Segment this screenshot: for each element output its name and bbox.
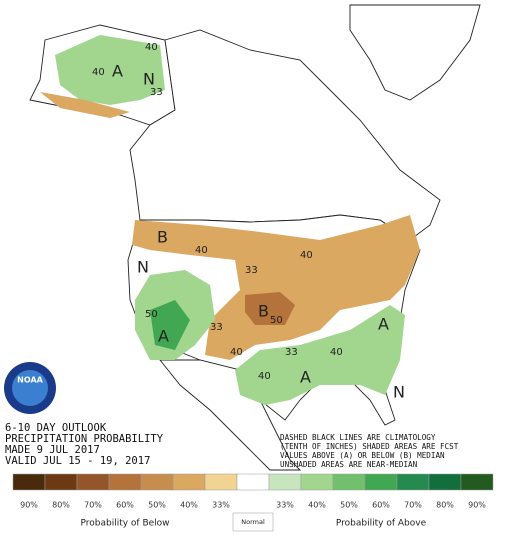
legend-swatch [172, 473, 206, 491]
legend-label: 33% [212, 501, 230, 510]
area-below [132, 215, 420, 360]
legend-label: 80% [436, 501, 454, 510]
map-label: A [158, 327, 169, 346]
legend-caption: Probability of Above [336, 519, 427, 529]
map-label: 40 [195, 245, 208, 256]
title-line: PRECIPITATION PROBABILITY [5, 433, 164, 445]
title-line: MADE 9 JUL 2017 [5, 444, 100, 456]
legend-label: 50% [148, 501, 166, 510]
map-label: 33 [245, 265, 258, 276]
logo-text: NOAA [17, 376, 43, 385]
logo-inner [12, 370, 48, 406]
map-label: N [393, 383, 405, 402]
map-label: N [137, 258, 149, 277]
note-line: DASHED BLACK LINES ARE CLIMATOLOGY [280, 433, 436, 442]
legend-swatch [396, 473, 430, 491]
legend-label: 60% [116, 501, 134, 510]
legend: 90% 80% 70% 60% 50% 40% 33% 33% 40% 50% 60% 70% 80% 9… [12, 473, 494, 532]
legend-label: 40% [308, 501, 326, 510]
map-label: 50 [270, 315, 283, 326]
map-labels: A N 40 40 33 B 40 40 33 N B 50 A 50 33 4… [92, 42, 405, 402]
map-label: A [112, 62, 123, 81]
note-line: UNSHADED AREAS ARE NEAR-MEDIAN [280, 460, 418, 469]
legend-swatch [332, 473, 366, 491]
legend-swatch [300, 473, 334, 491]
legend-label: 50% [340, 501, 358, 510]
forecast-areas [40, 35, 420, 405]
legend-swatch [268, 473, 302, 491]
legend-label: 40% [180, 501, 198, 510]
map-label: 40 [145, 42, 158, 53]
area-below-strong [245, 292, 295, 325]
legend-swatch [108, 473, 142, 491]
legend-label: 90% [468, 501, 486, 510]
map-label: 50 [145, 309, 158, 320]
legend-swatch [204, 473, 238, 491]
map-label: A [300, 368, 311, 387]
legend-swatch [460, 473, 494, 491]
note-line: VALUES ABOVE (A) OR BELOW (B) MEDIAN [280, 451, 445, 460]
legend-caption: Probability of Below [80, 519, 169, 529]
area-below [40, 92, 130, 118]
legend-swatch [428, 473, 462, 491]
legend-swatch [140, 473, 174, 491]
map-label: 40 [230, 347, 243, 358]
legend-swatch [12, 473, 46, 491]
legend-swatch [44, 473, 78, 491]
legend-caption: Normal [241, 518, 265, 526]
legend-swatch [364, 473, 398, 491]
map-label: B [157, 228, 168, 247]
legend-swatch [76, 473, 110, 491]
noaa-logo: NOAA [4, 362, 56, 414]
map-label: A [378, 315, 389, 334]
map-label: 33 [285, 347, 298, 358]
title-line: VALID JUL 15 - 19, 2017 [5, 455, 150, 467]
mexico [159, 359, 302, 471]
note-line: (TENTH OF INCHES) SHADED AREAS ARE FCST [280, 442, 459, 451]
map-label: N [143, 70, 155, 89]
area-above-strong [150, 300, 190, 350]
legend-label: 60% [372, 501, 390, 510]
legend-label: 33% [276, 501, 294, 510]
note-block: DASHED BLACK LINES ARE CLIMATOLOGY (TENT… [280, 433, 459, 469]
legend-label: 70% [84, 501, 102, 510]
normal-box [232, 512, 274, 532]
map-label: 40 [258, 371, 271, 382]
map-label: 33 [150, 87, 163, 98]
legend-label: 80% [52, 501, 70, 510]
legend-swatch [236, 473, 270, 491]
map-label: B [258, 302, 269, 321]
area-above [55, 35, 165, 105]
title-block: 6-10 DAY OUTLOOK PRECIPITATION PROBABILI… [5, 422, 164, 467]
map-label: 40 [92, 67, 105, 78]
legend-label: 70% [404, 501, 422, 510]
legend-label: 90% [20, 501, 38, 510]
map-label: 40 [300, 250, 313, 261]
map-label: 33 [210, 322, 223, 333]
greenland [349, 4, 481, 101]
title-line: 6-10 DAY OUTLOOK [5, 422, 107, 434]
area-above [235, 305, 405, 405]
map-label: 40 [330, 347, 343, 358]
